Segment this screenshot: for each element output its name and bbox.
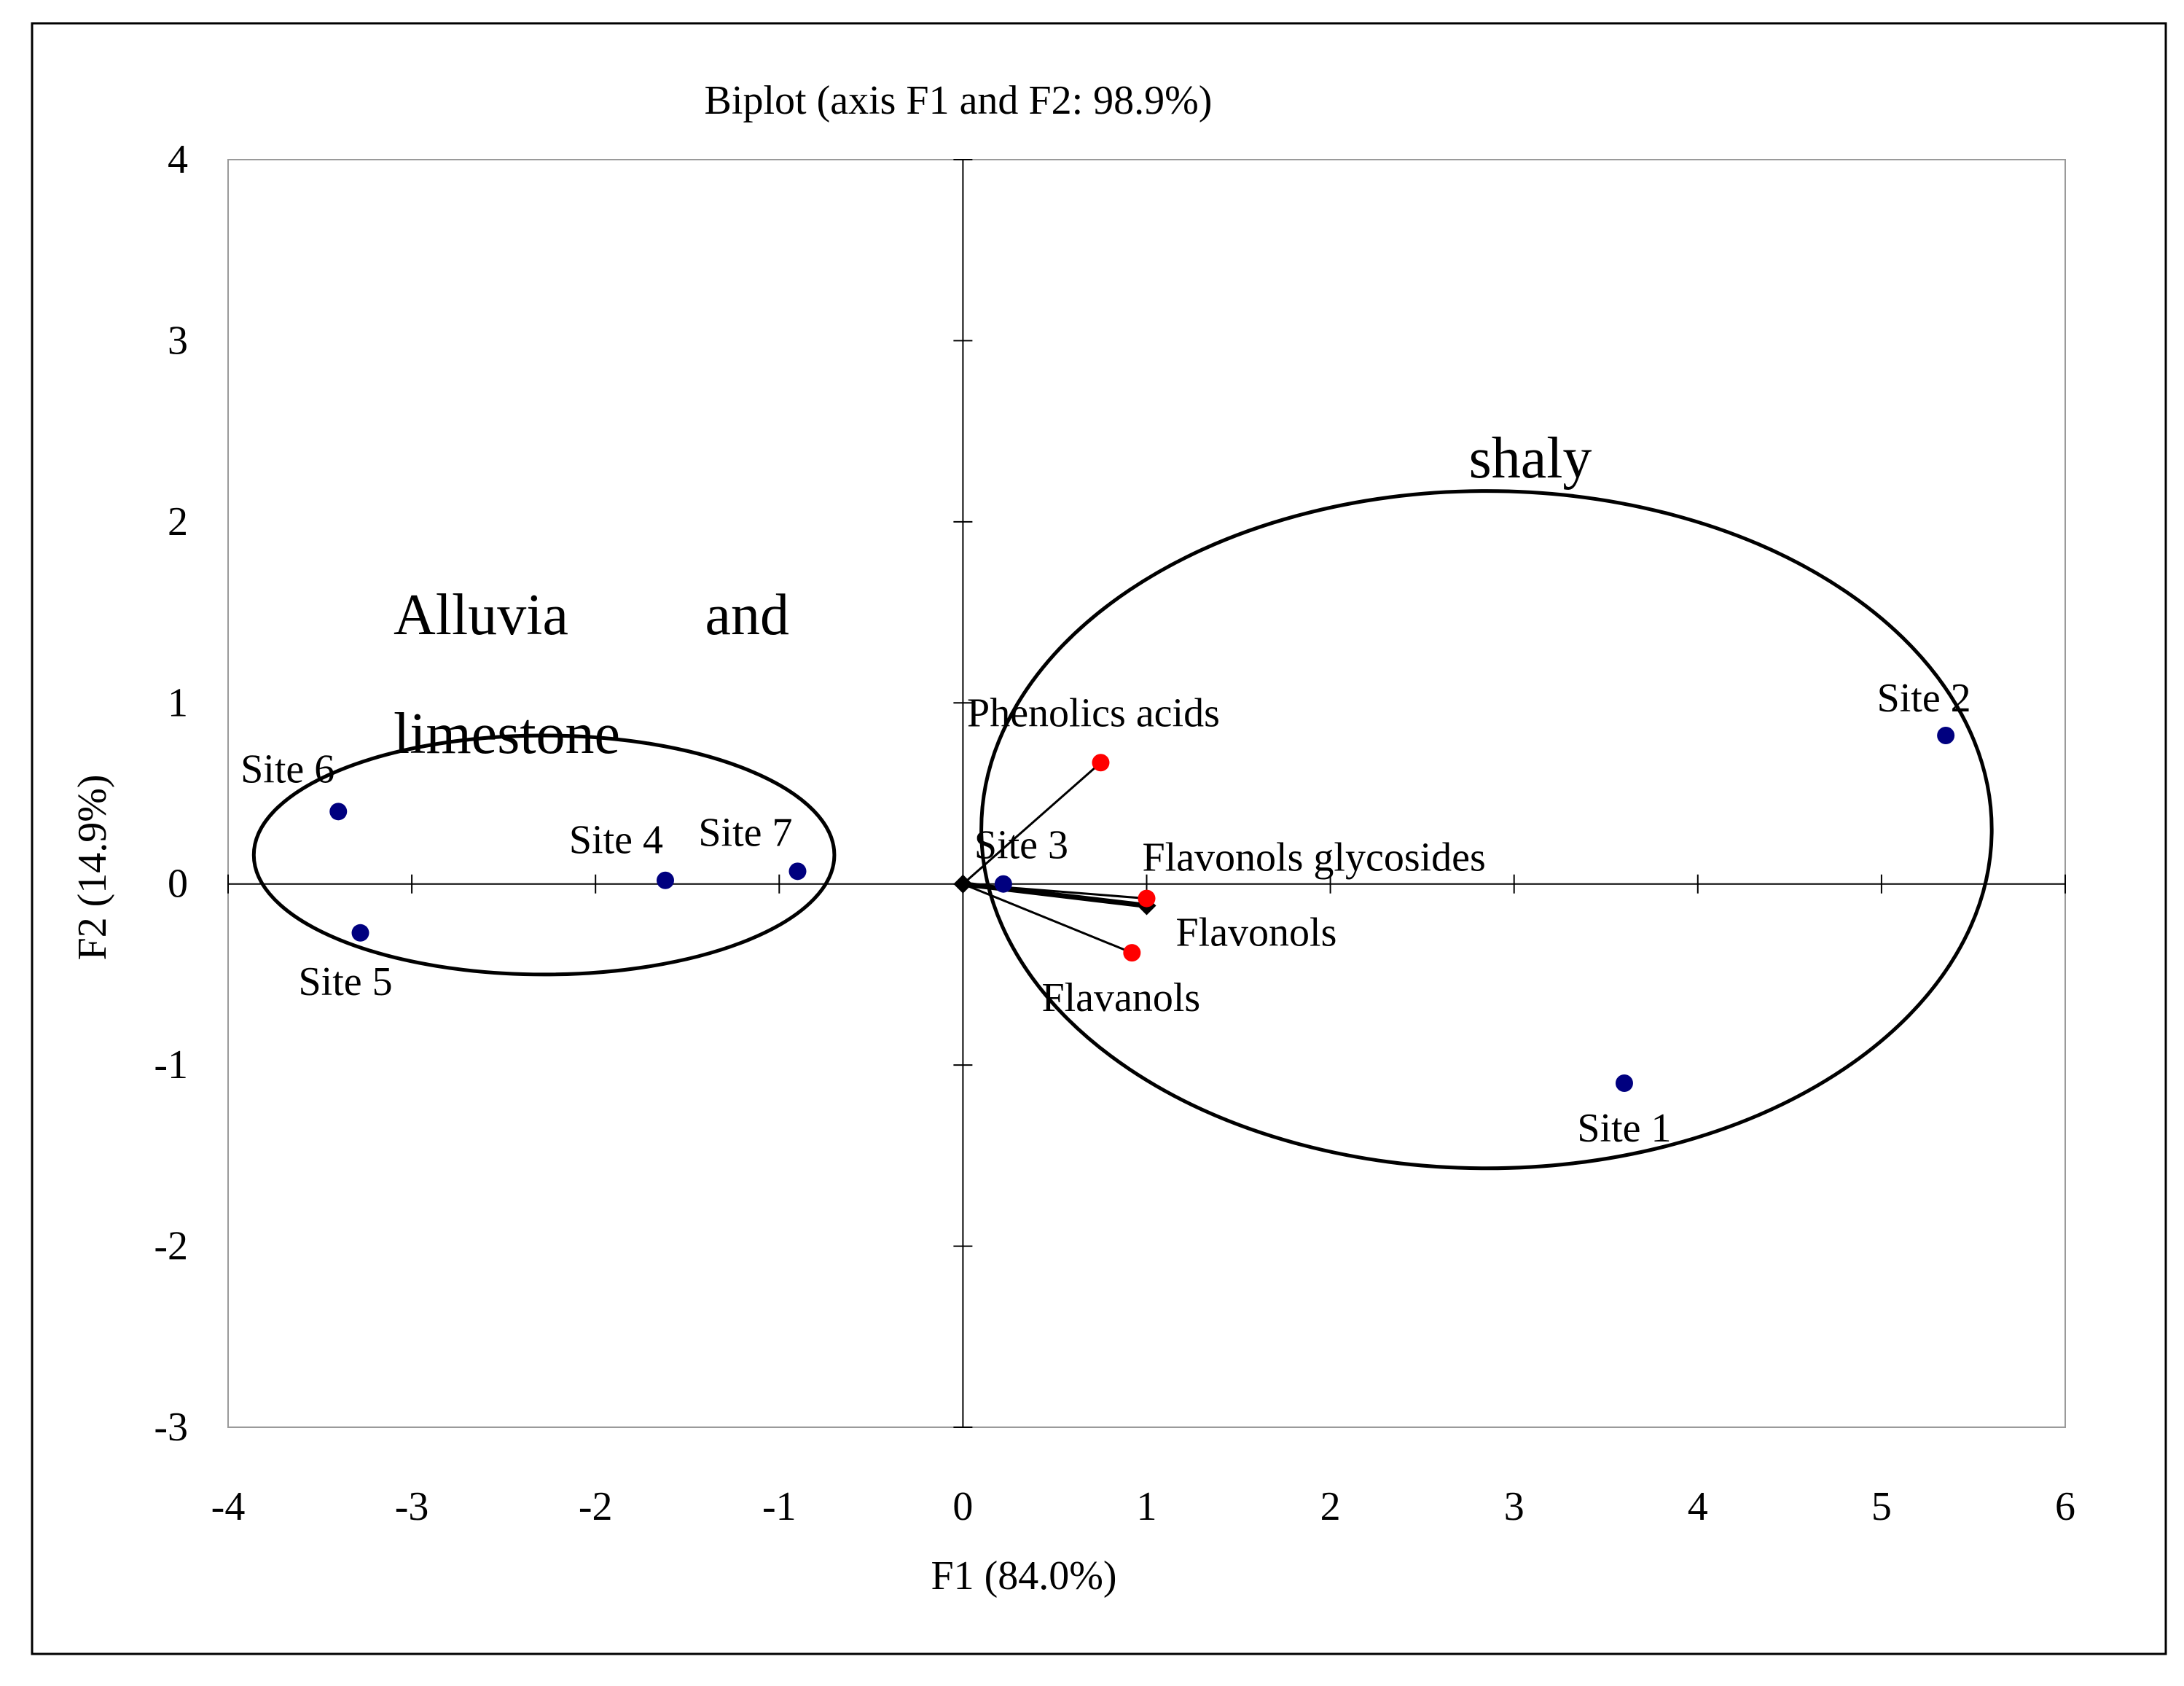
y-tick-label: 1	[168, 680, 188, 725]
observation-point-site-4	[656, 871, 674, 889]
x-tick-label: 1	[1137, 1484, 1157, 1529]
point-labels: Site 1 Site 2 Site 3 Site 4 Site 5 Site 6 Site…	[240, 426, 1971, 1151]
y-tick-label: -2	[154, 1224, 188, 1269]
group-label-line-2: limestone	[394, 702, 620, 766]
chart-title: Biplot (axis F1 and F2: 98.9%)	[705, 78, 1213, 123]
variable-point-flavonols-glycosides	[1138, 889, 1156, 908]
x-tick-label: -2	[579, 1484, 613, 1529]
variable-label-phenolics-acids: Phenolics acids	[967, 690, 1220, 735]
group-label-shaly: shaly	[1469, 426, 1592, 491]
figure-border	[31, 22, 2167, 1655]
vector-flavanols	[962, 883, 1132, 954]
y-tick-label: -3	[154, 1405, 188, 1450]
observation-point-site-7	[788, 862, 807, 881]
x-tick-label: -1	[762, 1484, 797, 1529]
observation-points	[329, 727, 1955, 1092]
variable-points	[1092, 754, 1156, 962]
vector-phenolics-acids	[962, 762, 1102, 885]
x-tick-label: 4	[1688, 1484, 1708, 1529]
variable-label-flavonols: Flavonols	[1176, 910, 1337, 956]
axes: -4 -3 -2 -1 0 1 2 3 4 5 6 4 3 2 1 0 -1 -2 -3	[154, 137, 2075, 1529]
variable-label-flavonols-glycosides: Flavonols glycosides	[1143, 835, 1486, 881]
group-ellipse-shaly	[979, 489, 1994, 1171]
group-ellipse-alluvia-and-limestone	[251, 733, 837, 977]
variable-point-flavanols	[1123, 944, 1141, 962]
x-tick-label: 6	[2055, 1484, 2075, 1529]
y-tick-label: 3	[168, 318, 188, 363]
point-label-site-5: Site 5	[299, 959, 393, 1004]
point-label-site-3: Site 3	[974, 823, 1068, 868]
point-label-site-4: Site 4	[569, 818, 663, 863]
y-axis-ticks: 4 3 2 1 0 -1 -2 -3	[154, 137, 973, 1450]
observation-point-site-5	[351, 924, 369, 942]
x-tick-label: -3	[395, 1484, 429, 1529]
y-tick-label: -1	[154, 1042, 188, 1088]
y-tick-label: 4	[168, 137, 188, 182]
variable-label-flavanols: Flavanols	[1041, 975, 1200, 1020]
x-tick-label: 0	[952, 1484, 973, 1529]
x-tick-label: 3	[1504, 1484, 1525, 1529]
plot-area	[227, 159, 2066, 1428]
group-label-line-1: Alluvia and	[394, 583, 789, 647]
group-ellipses	[251, 489, 1994, 1171]
x-axis-label: F1 (84.0%)	[931, 1553, 1116, 1599]
point-label-site-7: Site 7	[698, 810, 792, 855]
x-tick-label: 5	[1871, 1484, 1892, 1529]
point-label-site-6: Site 6	[240, 746, 334, 792]
point-label-site-1: Site 1	[1577, 1106, 1671, 1151]
observation-point-site-2	[1937, 727, 1955, 745]
y-tick-label: 2	[168, 499, 188, 545]
vector-flavonols-bold	[962, 881, 1147, 909]
observation-point-site-3	[994, 875, 1012, 893]
variable-point-phenolics-acids	[1092, 754, 1110, 772]
origin-diamond-marker	[953, 874, 973, 894]
x-tick-label: -4	[211, 1484, 246, 1529]
y-axis-label: F2 (14.9%)	[70, 774, 115, 960]
observation-point-site-6	[329, 803, 348, 821]
point-label-site-2: Site 2	[1877, 676, 1971, 721]
observation-point-site-1	[1615, 1074, 1633, 1092]
x-tick-label: 2	[1320, 1484, 1341, 1529]
y-tick-label: 0	[168, 862, 188, 907]
